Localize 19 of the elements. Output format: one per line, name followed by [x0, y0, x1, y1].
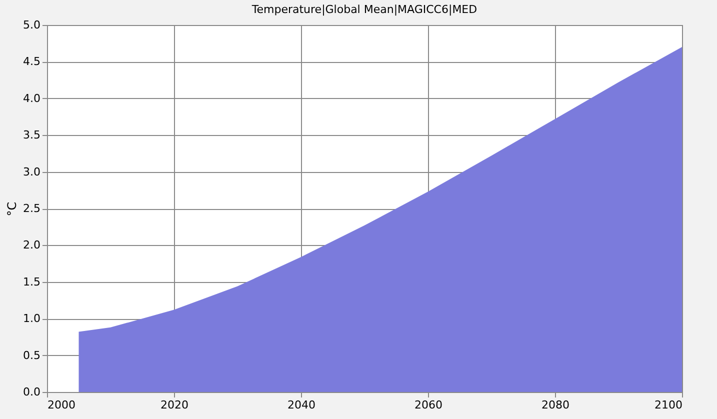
x-tick-label: 2060	[414, 398, 442, 412]
x-tick-label: 2000	[48, 398, 76, 412]
y-tick-label: 3.5	[23, 128, 40, 142]
chart-title: Temperature|Global Mean|MAGICC6|MED	[250, 3, 478, 16]
x-tick-label: 2020	[160, 398, 188, 412]
y-tick-label: 0.0	[23, 386, 40, 398]
y-axis-title: °C	[5, 202, 20, 216]
y-tick-label: 0.5	[23, 348, 40, 362]
y-tick-label: 2.0	[23, 238, 40, 252]
y-tick-label: 5.0	[23, 18, 40, 32]
x-tick-label: 2080	[542, 398, 570, 412]
y-tick-label: 1.0	[23, 312, 40, 326]
y-tick-label: 1.5	[23, 275, 40, 288]
x-tick-label: 2040	[288, 398, 316, 412]
y-tick-label: 4.5	[23, 55, 40, 68]
x-tick-label: 2100	[654, 398, 682, 412]
y-tick-label: 3.0	[23, 165, 40, 178]
y-tick-label: 2.5	[23, 202, 40, 215]
y-tick-label: 4.0	[23, 92, 40, 105]
